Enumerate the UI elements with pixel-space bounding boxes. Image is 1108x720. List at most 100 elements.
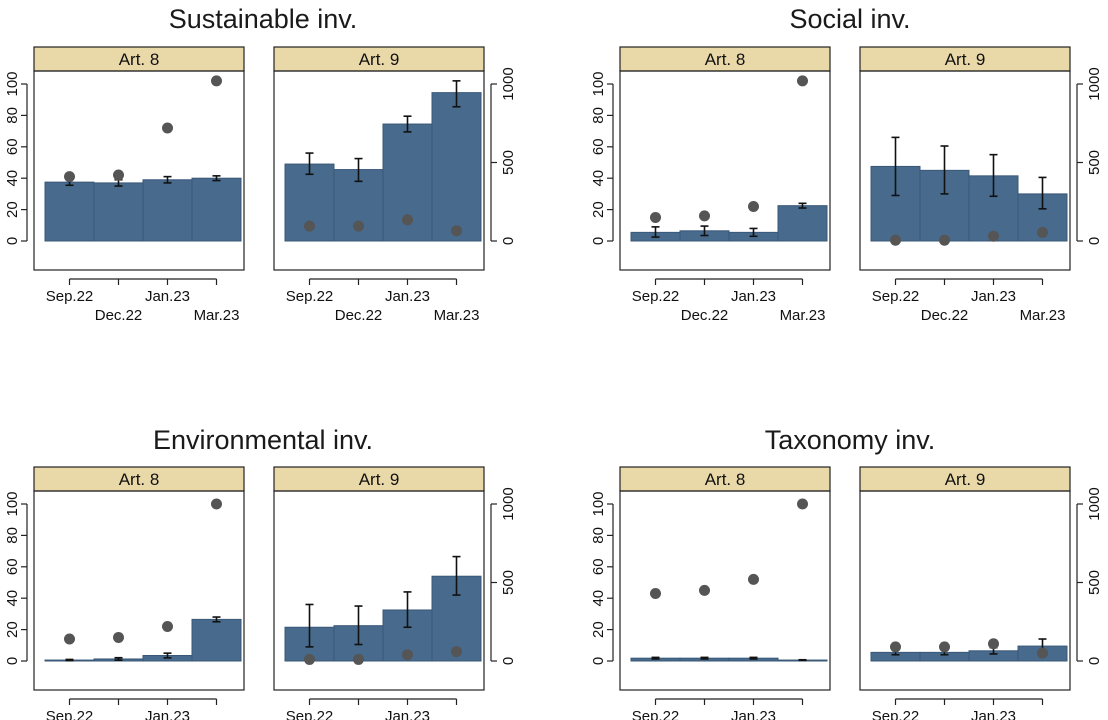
plot-frame	[859, 490, 1071, 691]
x-tick-label: Sep.22	[46, 288, 94, 305]
x-tick-label: Sep.22	[872, 288, 920, 305]
plot-frame	[619, 70, 831, 271]
data-point	[797, 75, 808, 87]
y-tick-label: 1000	[1086, 487, 1103, 520]
y-tick-label: 1000	[1086, 67, 1103, 100]
x-tick-label: Jan.23	[145, 708, 190, 720]
data-point	[64, 171, 75, 183]
plot-frame	[273, 490, 485, 691]
x-tick-label: Sep.22	[286, 708, 334, 720]
data-point	[64, 633, 75, 645]
x-tick-label: Mar.23	[1020, 307, 1066, 324]
facet-strip	[619, 46, 831, 72]
chart-group-0: Sustainable inv. Art. 8 0 20 40 60 80 100 Sep.22…	[4, 4, 517, 324]
data-point	[451, 225, 462, 237]
data-point	[890, 234, 901, 246]
facet-strip-label: Art. 9	[359, 50, 400, 69]
x-tick-label: Sep.22	[872, 708, 920, 720]
data-point	[113, 631, 124, 643]
x-tick-label: Jan.23	[971, 708, 1016, 720]
y-tick-label: 60	[4, 558, 21, 575]
y-tick-label: 0	[590, 237, 607, 245]
plot-frame	[273, 70, 485, 271]
data-point	[353, 220, 364, 232]
data-point	[1037, 647, 1048, 659]
bar	[142, 179, 193, 242]
facet-strip	[273, 46, 485, 72]
data-point	[211, 75, 222, 87]
y-tick-label: 60	[4, 138, 21, 155]
data-point	[890, 641, 901, 653]
y-tick-label: 100	[4, 71, 21, 96]
x-tick-label: Jan.23	[145, 288, 190, 305]
plot-frame	[33, 490, 245, 691]
data-point	[699, 584, 710, 596]
chart-title: Taxonomy inv.	[765, 425, 936, 455]
y-tick-label: 0	[4, 237, 21, 245]
x-tick-label: Sep.22	[286, 288, 334, 305]
y-tick-label: 500	[1086, 570, 1103, 595]
y-tick-label: 1000	[500, 487, 517, 520]
data-point	[451, 646, 462, 658]
chart-title: Social inv.	[789, 4, 910, 34]
bar	[44, 181, 95, 242]
x-tick-label: Jan.23	[385, 708, 430, 720]
chart-title: Environmental inv.	[153, 425, 373, 455]
chart-group-1: Social inv.Art. 8020406080100Sep.22Dec.2…	[590, 4, 1103, 324]
facet-strip-label: Art. 8	[119, 50, 160, 69]
x-tick-label: Sep.22	[632, 708, 680, 720]
x-tick-label: Mar.23	[780, 307, 826, 324]
facet-panel: Art. 8020406080100Sep.22Dec.22Jan.23Mar.…	[590, 466, 831, 720]
data-point	[699, 210, 710, 222]
data-point	[797, 498, 808, 510]
facet-strip	[619, 466, 831, 492]
y-tick-label: 40	[590, 170, 607, 187]
y-tick-label: 0	[1086, 657, 1103, 665]
x-tick-label: Dec.22	[335, 307, 383, 324]
chart-group-3: Taxonomy inv.Art. 8020406080100Sep.22Dec…	[590, 425, 1103, 720]
data-point	[304, 220, 315, 232]
x-tick-label: Dec.22	[921, 307, 969, 324]
data-point	[402, 214, 413, 226]
bar	[777, 205, 828, 242]
data-point	[939, 641, 950, 653]
y-tick-label: 500	[1086, 150, 1103, 175]
x-tick-label: Jan.23	[971, 288, 1016, 305]
y-tick-label: 20	[590, 621, 607, 638]
x-tick-label: Dec.22	[681, 307, 729, 324]
bar	[191, 618, 242, 662]
y-tick-label: 0	[500, 237, 517, 245]
chart-group-2: Environmental inv. Art. 8 0 20 40 60 80 100 Sep.…	[4, 425, 517, 720]
y-tick-label: 20	[4, 621, 21, 638]
plot-frame	[33, 70, 245, 271]
y-tick-label: 100	[590, 71, 607, 96]
plot-frame	[619, 490, 831, 691]
y-tick-label: 40	[4, 170, 21, 187]
y-tick-label: 80	[4, 107, 21, 124]
data-point	[211, 498, 222, 510]
y-tick-label: 60	[590, 558, 607, 575]
facet-panel: Art. 8020406080100Sep.22Dec.22Jan.23Mar.…	[4, 466, 245, 720]
bar	[93, 182, 144, 242]
plot-frame	[859, 70, 1071, 271]
bar	[191, 177, 242, 242]
data-point	[353, 653, 364, 665]
facet-strip	[273, 466, 485, 492]
data-point	[1037, 226, 1048, 238]
facet-panel: Art. 8020406080100Sep.22Dec.22Jan.23Mar.…	[590, 46, 831, 324]
x-tick-label: Sep.22	[632, 288, 680, 305]
y-tick-label: 80	[590, 107, 607, 124]
y-tick-label: 40	[590, 590, 607, 607]
data-point	[988, 638, 999, 650]
x-tick-label: Jan.23	[385, 288, 430, 305]
facet-strip	[33, 46, 245, 72]
facet-strip	[33, 466, 245, 492]
data-point	[304, 653, 315, 665]
facet-strip-label: Art. 9	[945, 50, 986, 69]
data-point	[748, 573, 759, 585]
x-tick-label: Mar.23	[194, 307, 240, 324]
